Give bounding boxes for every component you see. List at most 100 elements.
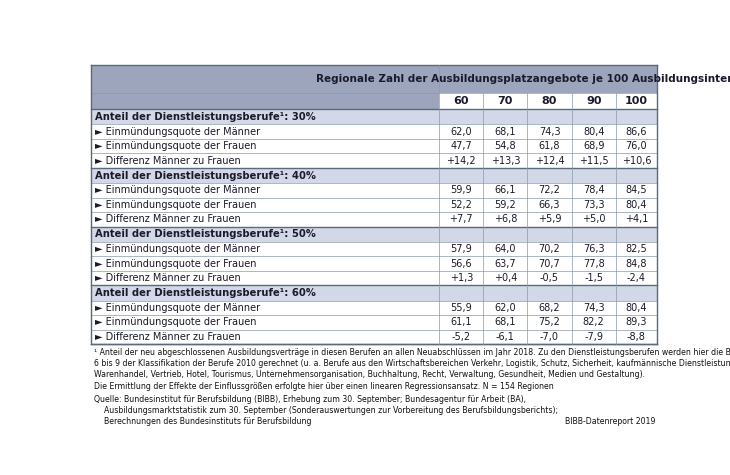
Text: +14,2: +14,2 (447, 156, 476, 166)
Text: Anteil der Dienstleistungsberufe¹: 60%: Anteil der Dienstleistungsberufe¹: 60% (95, 288, 316, 298)
Bar (91, 168, 657, 183)
Text: 47,7: 47,7 (450, 141, 472, 151)
Text: +4,1: +4,1 (625, 214, 648, 225)
Text: 64,0: 64,0 (495, 244, 516, 254)
Text: 74,3: 74,3 (539, 127, 561, 137)
Text: 52,2: 52,2 (450, 200, 472, 210)
Text: 80,4: 80,4 (626, 303, 647, 313)
Text: Quelle: Bundesinstitut für Berufsbildung (BIBB), Erhebung zum 30. September; Bun: Quelle: Bundesinstitut für Berufsbildung… (93, 395, 526, 404)
Text: 66,1: 66,1 (495, 185, 516, 195)
Text: -5,2: -5,2 (452, 332, 471, 342)
Text: 76,3: 76,3 (583, 244, 604, 254)
Text: 62,0: 62,0 (450, 127, 472, 137)
Text: 66,3: 66,3 (539, 200, 560, 210)
Text: 61,8: 61,8 (539, 141, 560, 151)
Text: Die Ermittlung der Effekte der Einflussgrößen erfolgte hier über einen linearen : Die Ermittlung der Effekte der Einflussg… (93, 382, 553, 391)
Text: +5,0: +5,0 (582, 214, 605, 225)
Bar (91, 271, 657, 285)
Text: BIBB-Datenreport 2019: BIBB-Datenreport 2019 (565, 417, 656, 426)
Text: 59,9: 59,9 (450, 185, 472, 195)
Text: 62,0: 62,0 (494, 303, 516, 313)
Text: 57,9: 57,9 (450, 244, 472, 254)
Text: 77,8: 77,8 (583, 259, 604, 269)
Text: -7,9: -7,9 (584, 332, 603, 342)
Bar (91, 109, 657, 124)
Text: 6 bis 9 der Klassifikation der Berufe 2010 gerechnet (u. a. Berufe aus den Wirts: 6 bis 9 der Klassifikation der Berufe 20… (93, 359, 730, 368)
Text: ► Differenz Männer zu Frauen: ► Differenz Männer zu Frauen (95, 156, 241, 166)
Text: +5,9: +5,9 (538, 214, 561, 225)
Text: 76,0: 76,0 (626, 141, 648, 151)
Text: 84,5: 84,5 (626, 185, 648, 195)
Text: ► Einmündungsquote der Frauen: ► Einmündungsquote der Frauen (95, 141, 257, 151)
Bar (91, 198, 657, 212)
Text: ► Einmündungsquote der Männer: ► Einmündungsquote der Männer (95, 303, 261, 313)
Text: 80,4: 80,4 (626, 200, 647, 210)
Text: ► Einmündungsquote der Männer: ► Einmündungsquote der Männer (95, 185, 261, 195)
Text: 56,6: 56,6 (450, 259, 472, 269)
Text: 55,9: 55,9 (450, 303, 472, 313)
Text: -6,1: -6,1 (496, 332, 515, 342)
Text: Berechnungen des Bundesinstituts für Berufsbildung: Berechnungen des Bundesinstituts für Ber… (93, 417, 311, 426)
Text: Anteil der Dienstleistungsberufe¹: 30%: Anteil der Dienstleistungsberufe¹: 30% (95, 112, 316, 122)
Text: ► Einmündungsquote der Männer: ► Einmündungsquote der Männer (95, 244, 261, 254)
Bar (91, 139, 657, 153)
Text: 59,2: 59,2 (494, 200, 516, 210)
Text: ¹ Anteil der neu abgeschlossenen Ausbildungsverträge in diesen Berufen an allen : ¹ Anteil der neu abgeschlossenen Ausbild… (93, 348, 730, 357)
Text: +12,4: +12,4 (534, 156, 564, 166)
Text: 100: 100 (625, 96, 648, 106)
Text: 73,3: 73,3 (583, 200, 604, 210)
Text: +0,4: +0,4 (493, 273, 517, 283)
Text: Warenhandel, Vertrieb, Hotel, Tourismus, Unternehmensorganisation, Buchhaltung, : Warenhandel, Vertrieb, Hotel, Tourismus,… (93, 370, 645, 379)
Text: -0,5: -0,5 (540, 273, 559, 283)
Text: 80,4: 80,4 (583, 127, 604, 137)
Text: 63,7: 63,7 (494, 259, 516, 269)
Text: -7,0: -7,0 (540, 332, 559, 342)
Text: ► Differenz Männer zu Frauen: ► Differenz Männer zu Frauen (95, 332, 241, 342)
Text: +7,7: +7,7 (450, 214, 473, 225)
Text: 68,2: 68,2 (539, 303, 561, 313)
Text: 80: 80 (542, 96, 557, 106)
Text: Anteil der Dienstleistungsberufe¹: 40%: Anteil der Dienstleistungsberufe¹: 40% (95, 171, 316, 180)
Bar (91, 124, 657, 139)
Text: 54,8: 54,8 (494, 141, 516, 151)
Bar (439, 65, 657, 93)
Text: 82,2: 82,2 (583, 317, 604, 327)
Text: ► Einmündungsquote der Frauen: ► Einmündungsquote der Frauen (95, 317, 257, 327)
Bar (91, 227, 657, 242)
Text: +10,6: +10,6 (622, 156, 651, 166)
Text: 86,6: 86,6 (626, 127, 647, 137)
Text: 68,1: 68,1 (495, 317, 516, 327)
Bar (91, 330, 657, 344)
Text: 78,4: 78,4 (583, 185, 604, 195)
Text: ► Differenz Männer zu Frauen: ► Differenz Männer zu Frauen (95, 273, 241, 283)
Bar (91, 153, 657, 168)
Text: +6,8: +6,8 (493, 214, 517, 225)
Text: 74,3: 74,3 (583, 303, 604, 313)
Bar (91, 242, 657, 256)
Bar (439, 93, 657, 109)
Bar (91, 212, 657, 227)
Text: 68,9: 68,9 (583, 141, 604, 151)
Text: 84,8: 84,8 (626, 259, 647, 269)
Text: 82,5: 82,5 (626, 244, 648, 254)
Text: 61,1: 61,1 (450, 317, 472, 327)
Text: 90: 90 (586, 96, 602, 106)
Text: 60: 60 (453, 96, 469, 106)
Text: 68,1: 68,1 (495, 127, 516, 137)
Bar (91, 256, 657, 271)
Text: 75,2: 75,2 (539, 317, 561, 327)
Text: ► Differenz Männer zu Frauen: ► Differenz Männer zu Frauen (95, 214, 241, 225)
Text: +1,3: +1,3 (450, 273, 473, 283)
Text: +13,3: +13,3 (491, 156, 520, 166)
Text: -8,8: -8,8 (627, 332, 646, 342)
Text: 72,2: 72,2 (539, 185, 561, 195)
Text: Ausbildungsmarktstatistik zum 30. September (Sonderauswertungen zur Vorbereitung: Ausbildungsmarktstatistik zum 30. Septem… (93, 406, 558, 415)
Text: -2,4: -2,4 (627, 273, 646, 283)
Text: 89,3: 89,3 (626, 317, 647, 327)
Bar (91, 93, 439, 109)
Text: ► Einmündungsquote der Frauen: ► Einmündungsquote der Frauen (95, 259, 257, 269)
Text: Regionale Zahl der Ausbildungsplatzangebote je 100 Ausbildungsinteressierte: Regionale Zahl der Ausbildungsplatzangeb… (316, 74, 730, 84)
Bar (91, 301, 657, 315)
Text: ► Einmündungsquote der Männer: ► Einmündungsquote der Männer (95, 127, 261, 137)
Bar (91, 183, 657, 198)
